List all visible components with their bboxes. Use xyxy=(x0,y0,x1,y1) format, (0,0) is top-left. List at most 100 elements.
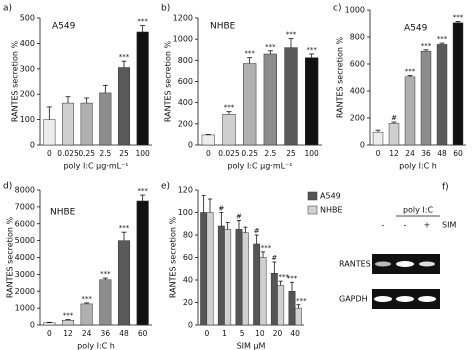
chart-title: NHBE xyxy=(50,208,76,218)
bar xyxy=(200,212,208,326)
y-tick-label: 400 xyxy=(20,39,35,48)
lane-label: + xyxy=(424,221,431,230)
bar xyxy=(404,76,416,146)
y-tick-label: 400 xyxy=(350,87,365,96)
x-tick-label: 10 xyxy=(255,329,265,338)
annotation: *** xyxy=(306,46,317,54)
bar xyxy=(117,240,131,326)
x-tick-label: 0.25 xyxy=(78,149,95,158)
band xyxy=(374,296,392,302)
x-axis-label: SIM µM xyxy=(237,342,266,350)
bar xyxy=(294,307,302,326)
y-tick-label: 1000 xyxy=(15,304,35,313)
bar xyxy=(235,229,243,326)
y-axis-label: RANTES secretion % xyxy=(6,216,15,298)
annotation: *** xyxy=(296,297,307,305)
annotation: # xyxy=(254,227,260,235)
y-tick-label: 800 xyxy=(178,56,193,65)
x-tick-label: 36 xyxy=(421,149,431,158)
chart-title: A549 xyxy=(52,22,76,32)
panel-label: b) xyxy=(161,4,170,14)
x-tick-label: 0 xyxy=(376,149,381,158)
legend-swatch xyxy=(307,205,318,215)
y-tick-label: 0 xyxy=(188,321,193,330)
y-tick-label: 400 xyxy=(178,98,193,107)
y-tick-label: 300 xyxy=(20,64,35,73)
y-tick-label: 20 xyxy=(183,298,193,307)
bar xyxy=(43,119,56,146)
y-tick-label: 7000 xyxy=(15,202,35,211)
bar xyxy=(61,102,75,146)
bar xyxy=(288,291,296,326)
annotation: *** xyxy=(137,187,148,195)
y-tick-label: 200 xyxy=(178,119,193,128)
y-tick-label: 1000 xyxy=(173,35,193,44)
x-tick-label: 36 xyxy=(101,329,111,338)
bar xyxy=(241,232,249,326)
x-tick-label: 2.5 xyxy=(264,149,276,158)
x-tick-label: 0 xyxy=(47,329,52,338)
x-tick-label: 25 xyxy=(119,149,129,158)
bar xyxy=(136,200,149,326)
bar xyxy=(263,53,277,146)
bar xyxy=(388,123,400,146)
y-tick-label: 5000 xyxy=(15,236,35,245)
band xyxy=(396,261,414,267)
x-tick-label: 0 xyxy=(206,149,211,158)
bar xyxy=(452,22,464,146)
x-tick-label: 25 xyxy=(286,149,296,158)
x-axis-label: poly I:C µg·mL⁻¹ xyxy=(227,162,292,171)
bar xyxy=(284,47,298,146)
annotation: # xyxy=(391,114,397,122)
chart-title: A549 xyxy=(404,24,428,34)
chart-title: NHBE xyxy=(210,22,236,32)
bar xyxy=(117,67,131,146)
row-label: GAPDH xyxy=(339,295,368,304)
bar xyxy=(224,229,232,326)
y-axis-label: RANTES secretion % xyxy=(169,216,178,298)
row-label: RANTES xyxy=(339,260,371,269)
annotation: *** xyxy=(81,295,92,303)
x-tick-label: 48 xyxy=(119,329,129,338)
legend-label: NHBE xyxy=(320,206,343,215)
bar xyxy=(436,44,448,146)
annotation: *** xyxy=(224,104,235,112)
y-tick-label: 1000 xyxy=(345,6,365,15)
x-tick-label: 48 xyxy=(437,149,447,158)
x-tick-label: 20 xyxy=(273,329,283,338)
x-tick-label: 100 xyxy=(305,149,320,158)
x-tick-label: 24 xyxy=(405,149,415,158)
x-tick-label: 0.025 xyxy=(57,149,79,158)
band xyxy=(418,296,436,302)
annotation: *** xyxy=(405,67,416,75)
y-tick-label: 600 xyxy=(178,77,193,86)
panel-label: d) xyxy=(3,182,12,192)
band xyxy=(396,296,414,302)
annotation: *** xyxy=(437,35,448,43)
annotation: *** xyxy=(421,42,432,50)
y-tick-label: 200 xyxy=(350,114,365,123)
panel-label: a) xyxy=(3,4,12,14)
x-axis-label: poly I:C h xyxy=(399,162,437,171)
y-tick-label: 3000 xyxy=(15,270,35,279)
annotation: *** xyxy=(63,312,74,320)
bar xyxy=(372,131,384,146)
x-tick-label: 100 xyxy=(136,149,151,158)
x-tick-label: 2.5 xyxy=(99,149,111,158)
annotation: # xyxy=(218,205,224,213)
legend-swatch xyxy=(307,191,318,201)
annotation: *** xyxy=(119,224,130,232)
bar xyxy=(243,63,257,146)
bar xyxy=(80,102,93,146)
annotation: *** xyxy=(244,50,255,58)
annotation: *** xyxy=(278,273,289,281)
y-tick-label: 80 xyxy=(183,231,193,240)
annotation: *** xyxy=(265,43,276,51)
y-tick-label: 100 xyxy=(178,208,193,217)
x-tick-label: 24 xyxy=(82,329,92,338)
y-tick-label: 0 xyxy=(30,321,35,330)
x-axis-label: poly I:C h xyxy=(77,342,115,350)
bar xyxy=(206,212,214,326)
y-tick-label: 200 xyxy=(20,90,35,99)
x-tick-label: 40 xyxy=(290,329,300,338)
